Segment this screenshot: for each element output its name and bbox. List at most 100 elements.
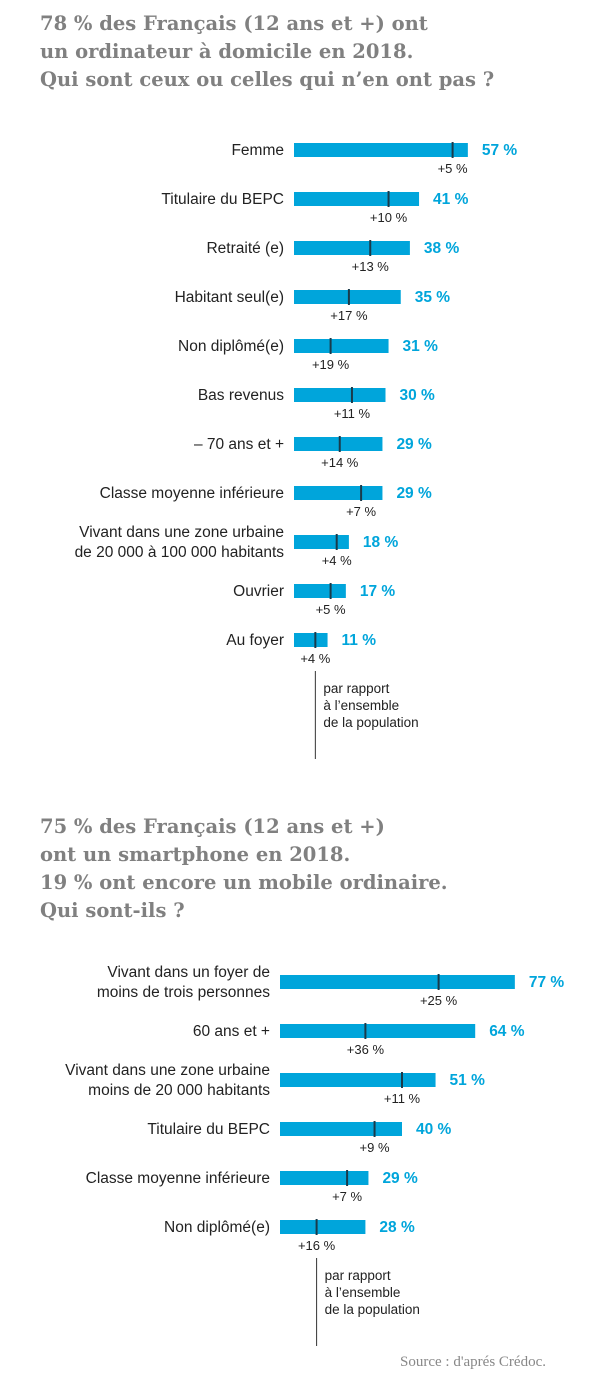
note-text: de la population [323,715,418,730]
chart1-title-line: 78 % des Français (12 ans et +) ont [40,12,428,35]
value-label: 29 % [396,485,432,502]
chart-row: Vivant dans une zone urbaine de 20 000 à … [75,524,399,568]
difference-label: +17 % [330,308,368,323]
smartphone-ownership-chart: Vivant dans un foyer de moins de trois pe… [65,964,565,1346]
bar [280,1171,369,1185]
chart-row: Classe moyenne inférieure 29 % +7 % [86,1170,418,1204]
category-label: Au foyer [226,632,284,649]
difference-label: +4 % [322,553,352,568]
bar [294,290,401,304]
value-label: 17 % [360,583,396,600]
bar [280,1122,402,1136]
value-label: 31 % [403,338,439,355]
source-note: Source : d'aprés Crédoc. [400,1354,546,1370]
category-label: Classe moyenne inférieure [86,1170,270,1187]
category-label: Vivant dans un foyer de [107,964,270,981]
computer-ownership-chart: Femme 57 % +5 % Titulaire du BEPC 41 % +10 % R… [75,142,517,759]
category-label: moins de trois personnes [97,984,270,1001]
bar [294,535,349,549]
chart-row: Vivant dans un foyer de moins de trois pe… [97,964,565,1008]
chart-row: Non diplômé(e) 28 % +16 % [164,1219,415,1253]
category-label: Habitant seul(e) [175,289,284,306]
note-text: par rapport [325,1268,391,1283]
difference-label: +9 % [360,1140,390,1155]
chart-row: Ouvrier 17 % +5 % [233,583,395,617]
category-label: Bas revenus [198,387,284,404]
bar [294,584,346,598]
value-label: 77 % [529,974,565,991]
chart2-title-line: Qui sont-ils ? [40,899,185,922]
value-label: 57 % [482,142,518,159]
difference-label: +16 % [298,1238,336,1253]
category-label: Ouvrier [233,583,284,600]
reference-marker [387,191,390,207]
value-label: 18 % [363,534,399,551]
bar [280,1024,476,1038]
reference-marker [347,289,350,305]
reference-marker [315,1219,318,1235]
bar [294,633,328,647]
chart2-title-line: 75 % des Français (12 ans et +) [40,815,385,838]
chart2-title-line: ont un smartphone en 2018. [40,843,351,866]
category-label: Titulaire du BEPC [161,191,284,208]
reference-marker [346,1170,349,1186]
note-text: de la population [325,1302,420,1317]
chart-row: Non diplômé(e) 31 % +19 % [178,338,438,372]
reference-marker [350,387,353,403]
difference-label: +14 % [321,455,359,470]
note-text: à l’ensemble [325,1285,401,1300]
reference-marker [329,583,332,599]
value-label: 41 % [433,191,469,208]
value-label: 28 % [379,1219,415,1236]
chart-row: Bas revenus 30 % +11 % [198,387,435,421]
bar [294,437,383,451]
category-label: Titulaire du BEPC [147,1121,270,1138]
value-label: 29 % [382,1170,418,1187]
chart1-title-line: Qui sont ceux ou celles qui n’en ont pas… [40,68,495,91]
category-label: Vivant dans une zone urbaine [65,1062,270,1079]
chart-row: – 70 ans et + 29 % +14 % [194,436,432,470]
category-label: de 20 000 à 100 000 habitants [75,544,285,561]
value-label: 30 % [400,387,436,404]
reference-marker [329,338,332,354]
difference-label: +11 % [334,406,371,421]
chart-row: Titulaire du BEPC 41 % +10 % [161,191,469,225]
chart2-title: 75 % des Français (12 ans et +) ont un s… [40,813,448,925]
note-text: à l’ensemble [323,698,399,713]
category-label: Femme [231,142,284,159]
reference-marker [437,974,440,990]
bar [280,1073,436,1087]
value-label: 35 % [415,289,451,306]
reference-marker [338,436,341,452]
chart-row: Retraité (e) 38 % +13 % [206,240,459,274]
value-label: 64 % [489,1023,525,1040]
chart2-title-line: 19 % ont encore un mobile ordinaire. [40,871,448,894]
chart-row: 60 ans et + 64 % +36 % [193,1023,525,1057]
reference-marker [373,1121,376,1137]
category-label: Non diplômé(e) [178,338,284,355]
difference-label: +4 % [300,651,330,666]
bar [294,241,410,255]
value-label: 11 % [342,632,377,649]
reference-marker [364,1023,367,1039]
difference-label: +5 % [316,602,346,617]
difference-label: +13 % [352,259,390,274]
chart1-title-line: un ordinateur à domicile en 2018. [40,40,414,63]
difference-label: +25 % [420,993,458,1008]
bar [294,486,383,500]
bar [294,339,389,353]
chart-row: Titulaire du BEPC 40 % +9 % [147,1121,452,1155]
category-label: moins de 20 000 habitants [88,1082,270,1099]
difference-label: +19 % [312,357,350,372]
value-label: 38 % [424,240,460,257]
reference-marker [314,632,317,648]
chart-row: Habitant seul(e) 35 % +17 % [175,289,451,323]
reference-marker [451,142,454,158]
chart-row: Classe moyenne inférieure 29 % +7 % [100,485,432,519]
value-label: 40 % [416,1121,452,1138]
chart-row: Au foyer 11 % +4 % [226,632,376,666]
difference-label: +11 % [384,1091,421,1106]
chart-row: Femme 57 % +5 % [231,142,517,176]
difference-label: +7 % [346,504,376,519]
chart-row: Vivant dans une zone urbaine moins de 20 … [65,1062,485,1106]
